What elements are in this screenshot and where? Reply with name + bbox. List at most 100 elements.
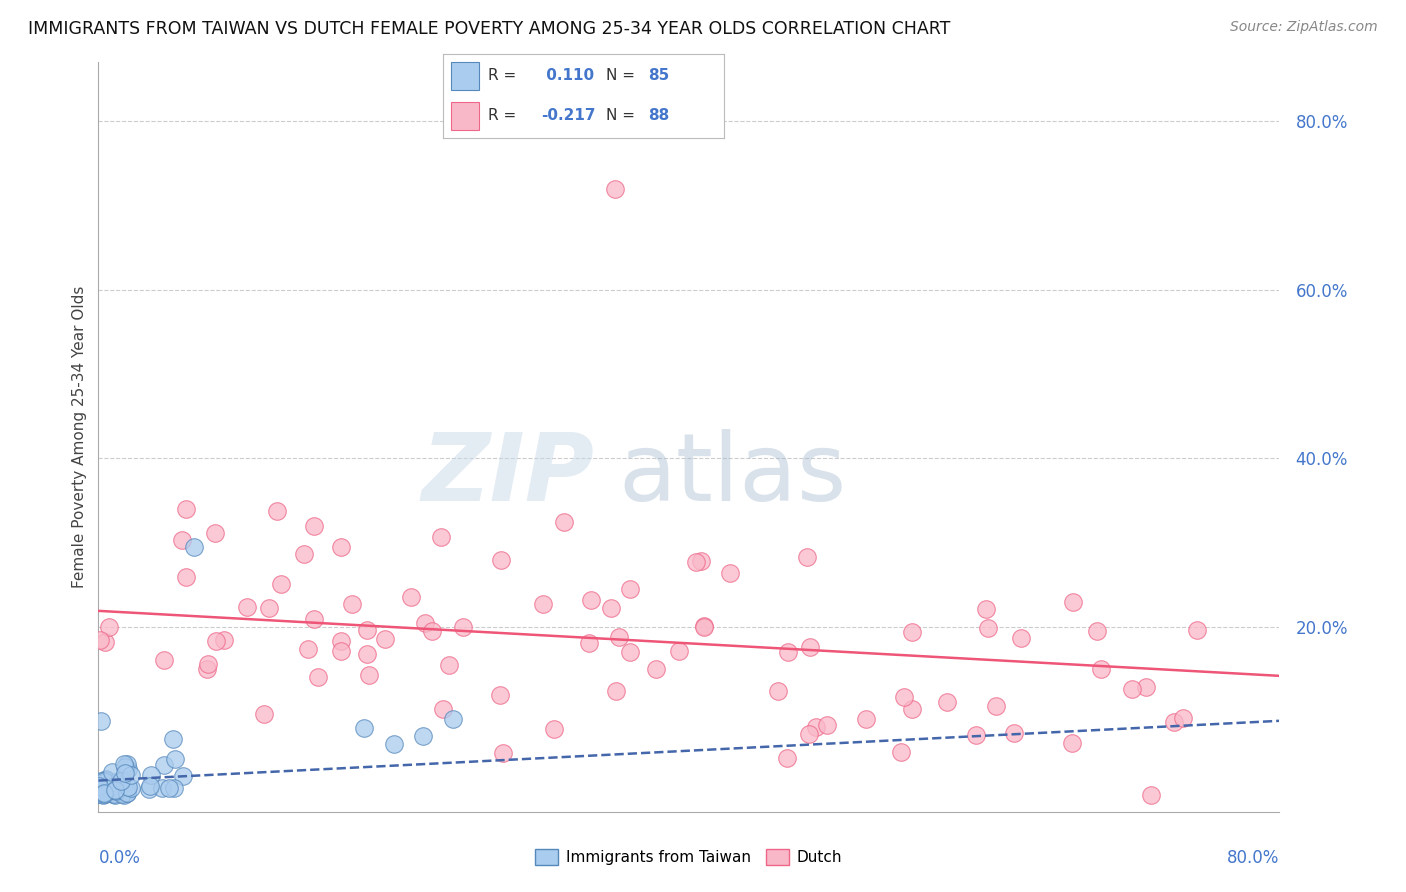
Point	[692, 620, 714, 634]
Text: N =: N =	[606, 108, 640, 123]
Point	[91, 788, 114, 802]
Point	[799, 640, 821, 654]
Point	[90, 781, 112, 796]
Point	[489, 553, 512, 567]
Point	[114, 760, 136, 774]
Point	[93, 787, 115, 801]
Point	[270, 577, 292, 591]
Point	[1173, 711, 1195, 725]
Point	[87, 778, 110, 792]
FancyBboxPatch shape	[451, 62, 479, 90]
Point	[901, 624, 924, 639]
Point	[432, 702, 454, 716]
Point	[796, 549, 818, 564]
Point	[815, 718, 838, 732]
Point	[1090, 662, 1112, 676]
Point	[415, 616, 437, 631]
Point	[374, 632, 396, 647]
Point	[89, 775, 111, 789]
Text: 88: 88	[648, 108, 669, 123]
Text: R =: R =	[488, 108, 522, 123]
Point	[112, 784, 135, 798]
Point	[110, 774, 132, 789]
Point	[87, 774, 110, 789]
Point	[1062, 595, 1084, 609]
Point	[412, 729, 434, 743]
Point	[292, 547, 315, 561]
Point	[619, 582, 641, 596]
Point	[1002, 726, 1025, 740]
Point	[117, 780, 139, 794]
Point	[605, 684, 627, 698]
Point	[204, 525, 226, 540]
Point	[94, 773, 117, 788]
Point	[163, 781, 186, 796]
Point	[93, 774, 115, 789]
Point	[111, 787, 134, 801]
Point	[399, 590, 422, 604]
Point	[141, 767, 163, 781]
Point	[430, 530, 453, 544]
Text: -0.217: -0.217	[541, 108, 596, 123]
Point	[87, 783, 110, 797]
Point	[266, 504, 288, 518]
Point	[94, 785, 117, 799]
Point	[330, 540, 353, 554]
Point	[797, 726, 820, 740]
Point	[97, 620, 120, 634]
Point	[977, 621, 1000, 635]
Point	[120, 767, 142, 781]
Text: N =: N =	[606, 68, 640, 83]
Point	[645, 662, 668, 676]
Point	[353, 721, 375, 735]
Point	[90, 773, 112, 788]
Point	[152, 757, 174, 772]
Point	[1135, 680, 1157, 694]
Point	[108, 773, 131, 788]
Point	[87, 787, 110, 801]
Point	[974, 602, 997, 616]
Point	[893, 690, 915, 704]
Point	[108, 780, 131, 795]
Point	[150, 780, 173, 795]
Point	[101, 780, 124, 795]
Point	[340, 597, 363, 611]
Point	[204, 634, 226, 648]
Text: 0.110: 0.110	[541, 68, 595, 83]
Point	[93, 780, 115, 795]
Point	[91, 786, 114, 800]
Point	[114, 776, 136, 790]
Text: R =: R =	[488, 68, 522, 83]
Point	[382, 737, 405, 751]
Point	[553, 516, 575, 530]
Point	[307, 670, 329, 684]
Point	[94, 784, 117, 798]
Text: 85: 85	[648, 68, 669, 83]
Point	[112, 788, 135, 802]
Point	[139, 779, 162, 793]
Point	[804, 721, 827, 735]
Point	[965, 728, 987, 742]
Point	[138, 782, 160, 797]
Point	[101, 764, 124, 779]
Point	[98, 781, 121, 796]
Point	[105, 784, 128, 798]
Point	[97, 776, 120, 790]
Point	[103, 787, 125, 801]
Point	[107, 779, 129, 793]
Point	[103, 788, 125, 802]
Point	[103, 780, 125, 795]
Point	[115, 756, 138, 771]
Point	[108, 778, 131, 792]
Point	[89, 779, 111, 793]
Point	[157, 781, 180, 796]
Point	[93, 783, 115, 797]
Point	[302, 612, 325, 626]
Point	[107, 774, 129, 789]
Point	[441, 712, 464, 726]
Text: atlas: atlas	[619, 428, 846, 521]
Point	[87, 782, 110, 797]
Point	[91, 776, 114, 790]
Point	[163, 752, 186, 766]
Point	[236, 600, 259, 615]
